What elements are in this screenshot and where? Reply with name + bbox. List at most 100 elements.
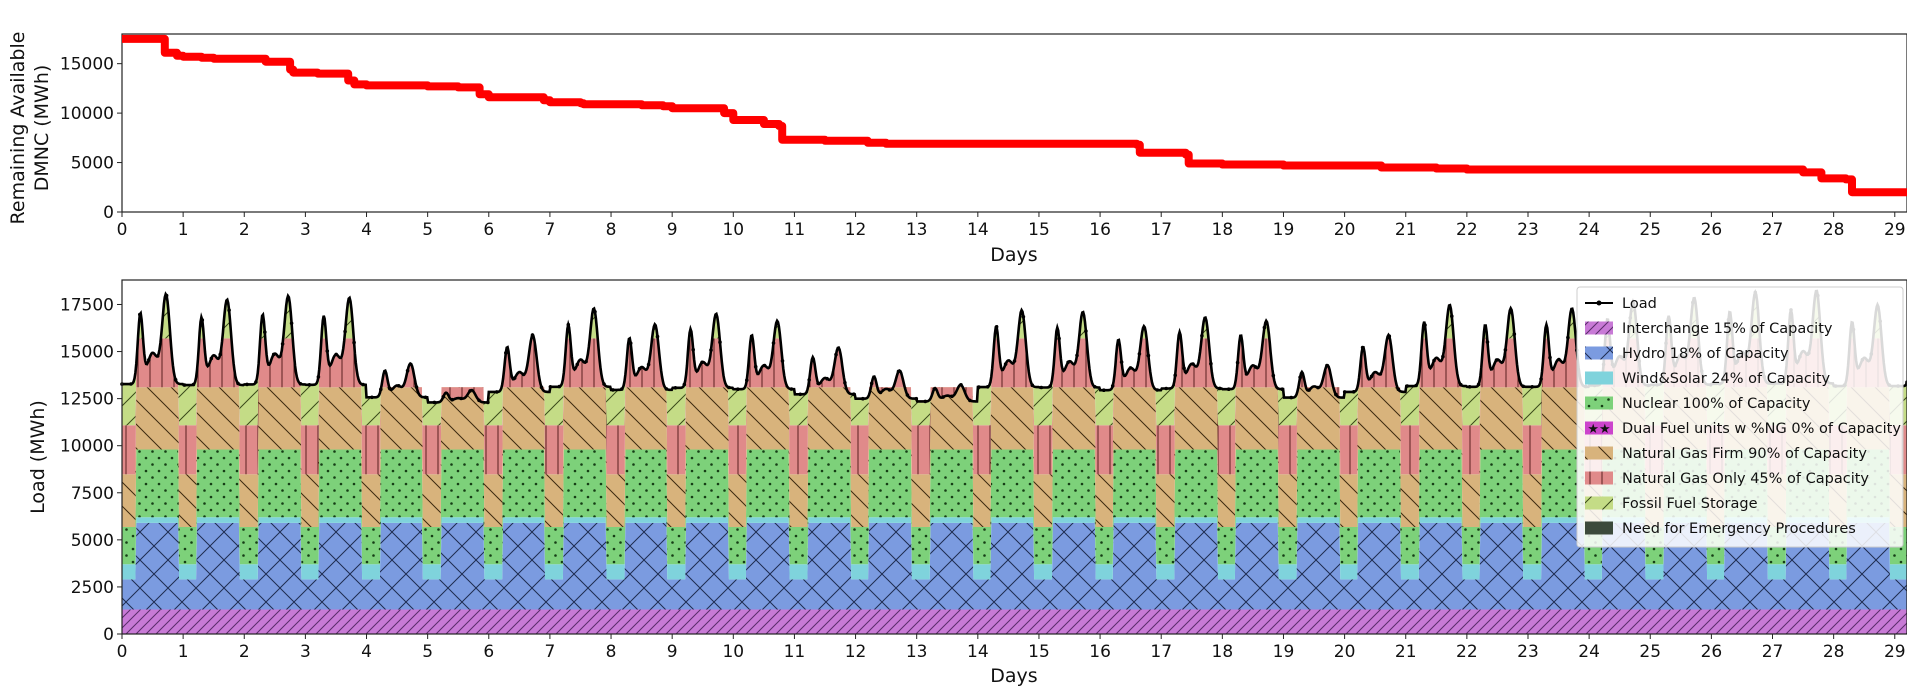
- load-x-tick-label: 0: [117, 642, 128, 662]
- load-marker: [1387, 334, 1392, 339]
- load-marker: [334, 352, 339, 357]
- load-marker: [138, 312, 142, 317]
- load-x-tick-label: 8: [606, 642, 617, 662]
- load-marker: [504, 351, 508, 355]
- load-marker: [878, 390, 883, 395]
- load-x-tick-label: 25: [1639, 642, 1661, 662]
- load-marker: [307, 383, 312, 387]
- load-marker: [932, 387, 936, 391]
- load-marker: [450, 397, 455, 402]
- load-marker: [147, 358, 151, 362]
- load-marker: [646, 362, 651, 367]
- load-marker: [1146, 353, 1151, 358]
- load-marker: [1548, 355, 1552, 360]
- load-marker: [1093, 385, 1097, 389]
- load-y-tick-label: 17500: [60, 295, 114, 315]
- dmnc-x-tick-label: 24: [1578, 220, 1600, 240]
- load-marker: [1164, 386, 1168, 391]
- dmnc-x-tick-label: 26: [1701, 220, 1723, 240]
- load-marker: [557, 384, 562, 389]
- load-y-tick-label: 2500: [71, 578, 114, 598]
- dmnc-x-tick-label: 9: [667, 220, 678, 240]
- load-marker: [780, 359, 785, 363]
- dmnc-y-tick-label: 0: [103, 203, 114, 223]
- natural-gas-only-area-hatch: [122, 338, 1907, 475]
- hydro-area-hatch: [122, 522, 1907, 610]
- nuclear-area-hatch: [122, 449, 1907, 565]
- dmnc-plot-area: [122, 34, 1907, 197]
- load-marker: [1441, 354, 1445, 359]
- load-marker: [1325, 363, 1329, 368]
- legend-swatch-hatch: [1585, 471, 1613, 485]
- load-marker: [727, 385, 731, 390]
- load-marker: [209, 356, 214, 361]
- load-marker: [1182, 366, 1186, 371]
- load-y-tick-label: 5000: [71, 531, 114, 551]
- load-x-tick-label: 12: [845, 642, 867, 662]
- load-marker: [1137, 352, 1142, 356]
- load-marker: [628, 341, 633, 346]
- load-marker: [789, 387, 794, 391]
- dmnc-x-tick-label: 15: [1028, 220, 1050, 240]
- dmnc-x-tick-label: 19: [1273, 220, 1295, 240]
- load-x-tick-label: 11: [784, 642, 806, 662]
- dmnc-x-tick-label: 8: [606, 220, 617, 240]
- load-marker: [316, 375, 321, 379]
- load-marker: [405, 368, 410, 373]
- dmnc-y-tick-label: 10000: [60, 104, 114, 124]
- load-y-tick-label: 7500: [71, 484, 114, 504]
- load-marker: [1110, 384, 1115, 388]
- load-marker: [1360, 345, 1365, 350]
- load-marker: [1334, 392, 1338, 397]
- load-marker: [1351, 390, 1356, 394]
- load-marker: [736, 387, 740, 392]
- load-marker: [396, 384, 401, 388]
- load-marker: [1557, 357, 1561, 362]
- dmnc-x-tick-label: 23: [1517, 220, 1539, 240]
- load-marker: [1503, 348, 1508, 352]
- load-marker: [1030, 383, 1035, 388]
- legend-swatch: [1585, 371, 1613, 385]
- load-marker: [682, 382, 687, 387]
- load-x-tick-label: 9: [667, 642, 678, 662]
- load-marker: [521, 372, 526, 377]
- load-marker: [1084, 329, 1088, 333]
- load-marker: [1218, 386, 1222, 391]
- load-marker: [1566, 335, 1570, 340]
- load-marker: [486, 400, 490, 405]
- load-marker: [280, 342, 285, 346]
- load-marker: [432, 400, 437, 405]
- load-marker: [1039, 385, 1044, 390]
- load-marker: [173, 377, 178, 382]
- load-marker: [1226, 387, 1231, 392]
- load-marker: [977, 385, 981, 389]
- load-marker: [1342, 390, 1347, 394]
- dmnc-x-tick-label: 2: [239, 220, 250, 240]
- load-marker: [994, 325, 999, 329]
- load-marker: [298, 382, 303, 386]
- load-x-tick-label: 14: [967, 642, 989, 662]
- dmnc-x-tick-label: 5: [422, 220, 433, 240]
- dmnc-x-tick-label: 13: [906, 220, 928, 240]
- load-marker: [1191, 362, 1195, 366]
- load-marker: [843, 380, 847, 385]
- load-marker: [1307, 388, 1311, 392]
- load-x-tick-label: 29: [1884, 642, 1906, 662]
- load-marker: [1119, 360, 1124, 364]
- legend-swatch: [1585, 521, 1613, 535]
- load-marker: [1459, 382, 1463, 387]
- load-marker: [254, 380, 258, 384]
- dmnc-x-tick-label: 22: [1456, 220, 1478, 240]
- load-marker: [263, 330, 267, 334]
- load-x-tick-label: 23: [1517, 642, 1539, 662]
- load-marker: [941, 395, 945, 399]
- dmnc-y-tick-label: 5000: [71, 154, 114, 174]
- load-marker: [1155, 388, 1160, 392]
- load-marker: [271, 352, 276, 357]
- load-marker: [1467, 385, 1472, 389]
- legend-swatch-hatch: [1585, 346, 1613, 360]
- load-marker: [575, 362, 579, 367]
- load-x-tick-label: 6: [483, 642, 494, 662]
- load-marker: [602, 382, 606, 386]
- load-marker: [1021, 315, 1026, 319]
